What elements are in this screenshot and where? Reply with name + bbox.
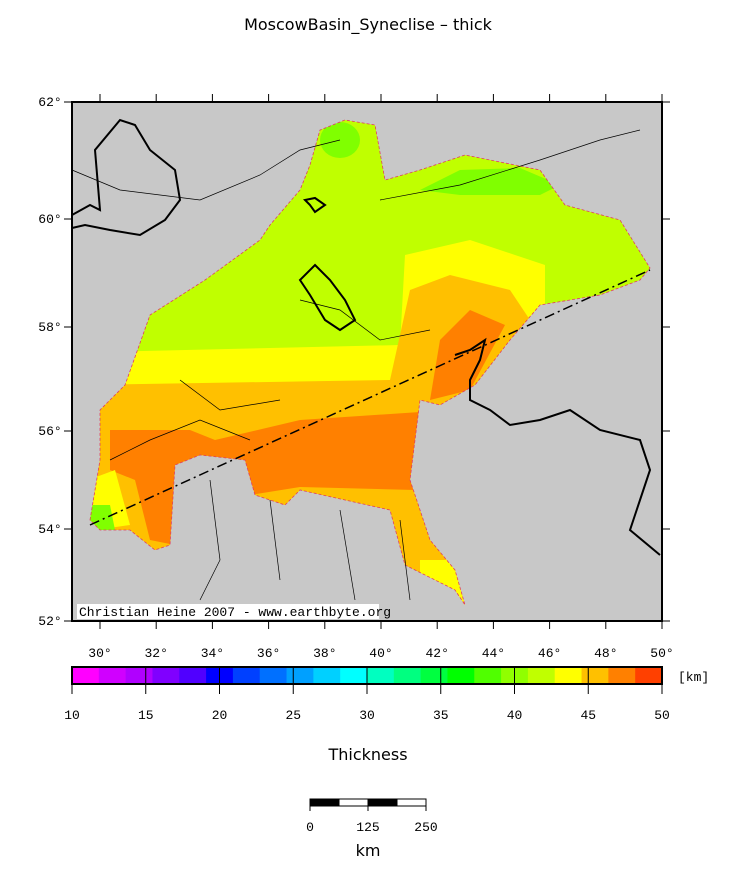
map: Christian Heine 2007 - www.earthbyte.org — [71, 101, 663, 622]
scale-bar: 0 125 250 — [306, 798, 438, 835]
lat-label: 52° — [38, 614, 61, 629]
scale-segment — [396, 798, 427, 807]
lon-axis: 30° 32° 34° 36° 38° 40° 42° 44° 46° 48° 50° — [88, 94, 674, 661]
colorbar-tick-label: 50 — [654, 708, 670, 723]
scale-tick-label: 0 — [306, 820, 314, 835]
credit: Christian Heine 2007 - www.earthbyte.org — [79, 605, 391, 620]
lat-axis: 62° 60° 58° 56° 54° 52° — [38, 95, 670, 629]
scale-segment — [338, 798, 369, 807]
colorbar-cell — [393, 667, 422, 684]
lon-label: 36° — [257, 646, 280, 661]
title: MoscowBasin_Syneclise – thick — [244, 15, 493, 35]
colorbar-cell — [98, 667, 127, 684]
map-frame — [71, 101, 663, 622]
lon-label: 30° — [88, 646, 111, 661]
lon-label: 34° — [201, 646, 224, 661]
colorbar-cell — [313, 667, 341, 684]
colorbar-label: Thickness — [327, 745, 407, 764]
lon-label: 38° — [313, 646, 336, 661]
lon-label: 46° — [538, 646, 561, 661]
colorbar-cell — [447, 667, 475, 684]
lon-label: 50° — [650, 646, 673, 661]
colorbar-cell — [527, 667, 556, 684]
colorbar-cell — [232, 667, 261, 684]
colorbar-tick-label: 20 — [212, 708, 228, 723]
colorbar-cell — [554, 667, 583, 684]
lon-label: 42° — [425, 646, 448, 661]
colorbar-tick-label: 25 — [285, 708, 301, 723]
colorbar-cell — [608, 667, 636, 684]
colorbar-tick-label: 35 — [433, 708, 449, 723]
scale-segment — [367, 798, 398, 807]
lat-label: 54° — [38, 522, 61, 537]
colorbar-cell — [367, 667, 395, 684]
colorbar-tick-label: 15 — [138, 708, 154, 723]
colorbar-cell — [259, 667, 288, 684]
colorbar-tick-label: 10 — [64, 708, 80, 723]
lat-label: 58° — [38, 320, 61, 335]
lat-label: 56° — [38, 424, 61, 439]
colorbar-tick-label: 30 — [359, 708, 375, 723]
colorbar-cell — [581, 667, 609, 684]
colorbar-cell — [420, 667, 448, 684]
colorbar-cell — [340, 667, 368, 684]
lat-label: 60° — [38, 212, 61, 227]
colorbar-tick-label: 45 — [580, 708, 596, 723]
colorbar-cell — [474, 667, 502, 684]
credit-box — [77, 604, 379, 619]
colorbar-cell — [72, 667, 100, 684]
lat-label: 62° — [38, 95, 61, 110]
lon-label: 48° — [594, 646, 617, 661]
scale-unit: km — [356, 841, 381, 860]
scale-tick-label: 125 — [356, 820, 379, 835]
colorbar: 10 15 20 25 30 35 40 45 50 — [64, 666, 670, 723]
profile-line — [89, 269, 651, 526]
colorbar-cell — [152, 667, 180, 684]
colorbar-cell — [286, 667, 314, 684]
colorbar-tick-label: 40 — [507, 708, 523, 723]
colorbar-cell — [125, 667, 153, 684]
lon-label: 40° — [369, 646, 392, 661]
scale-segment — [309, 798, 340, 807]
lon-label: 32° — [144, 646, 167, 661]
colorbar-cell — [635, 667, 663, 684]
colorbar-unit: [km] — [678, 670, 709, 685]
colorbar-cell — [179, 667, 207, 684]
scale-tick-label: 250 — [414, 820, 437, 835]
lon-label: 44° — [482, 646, 505, 661]
